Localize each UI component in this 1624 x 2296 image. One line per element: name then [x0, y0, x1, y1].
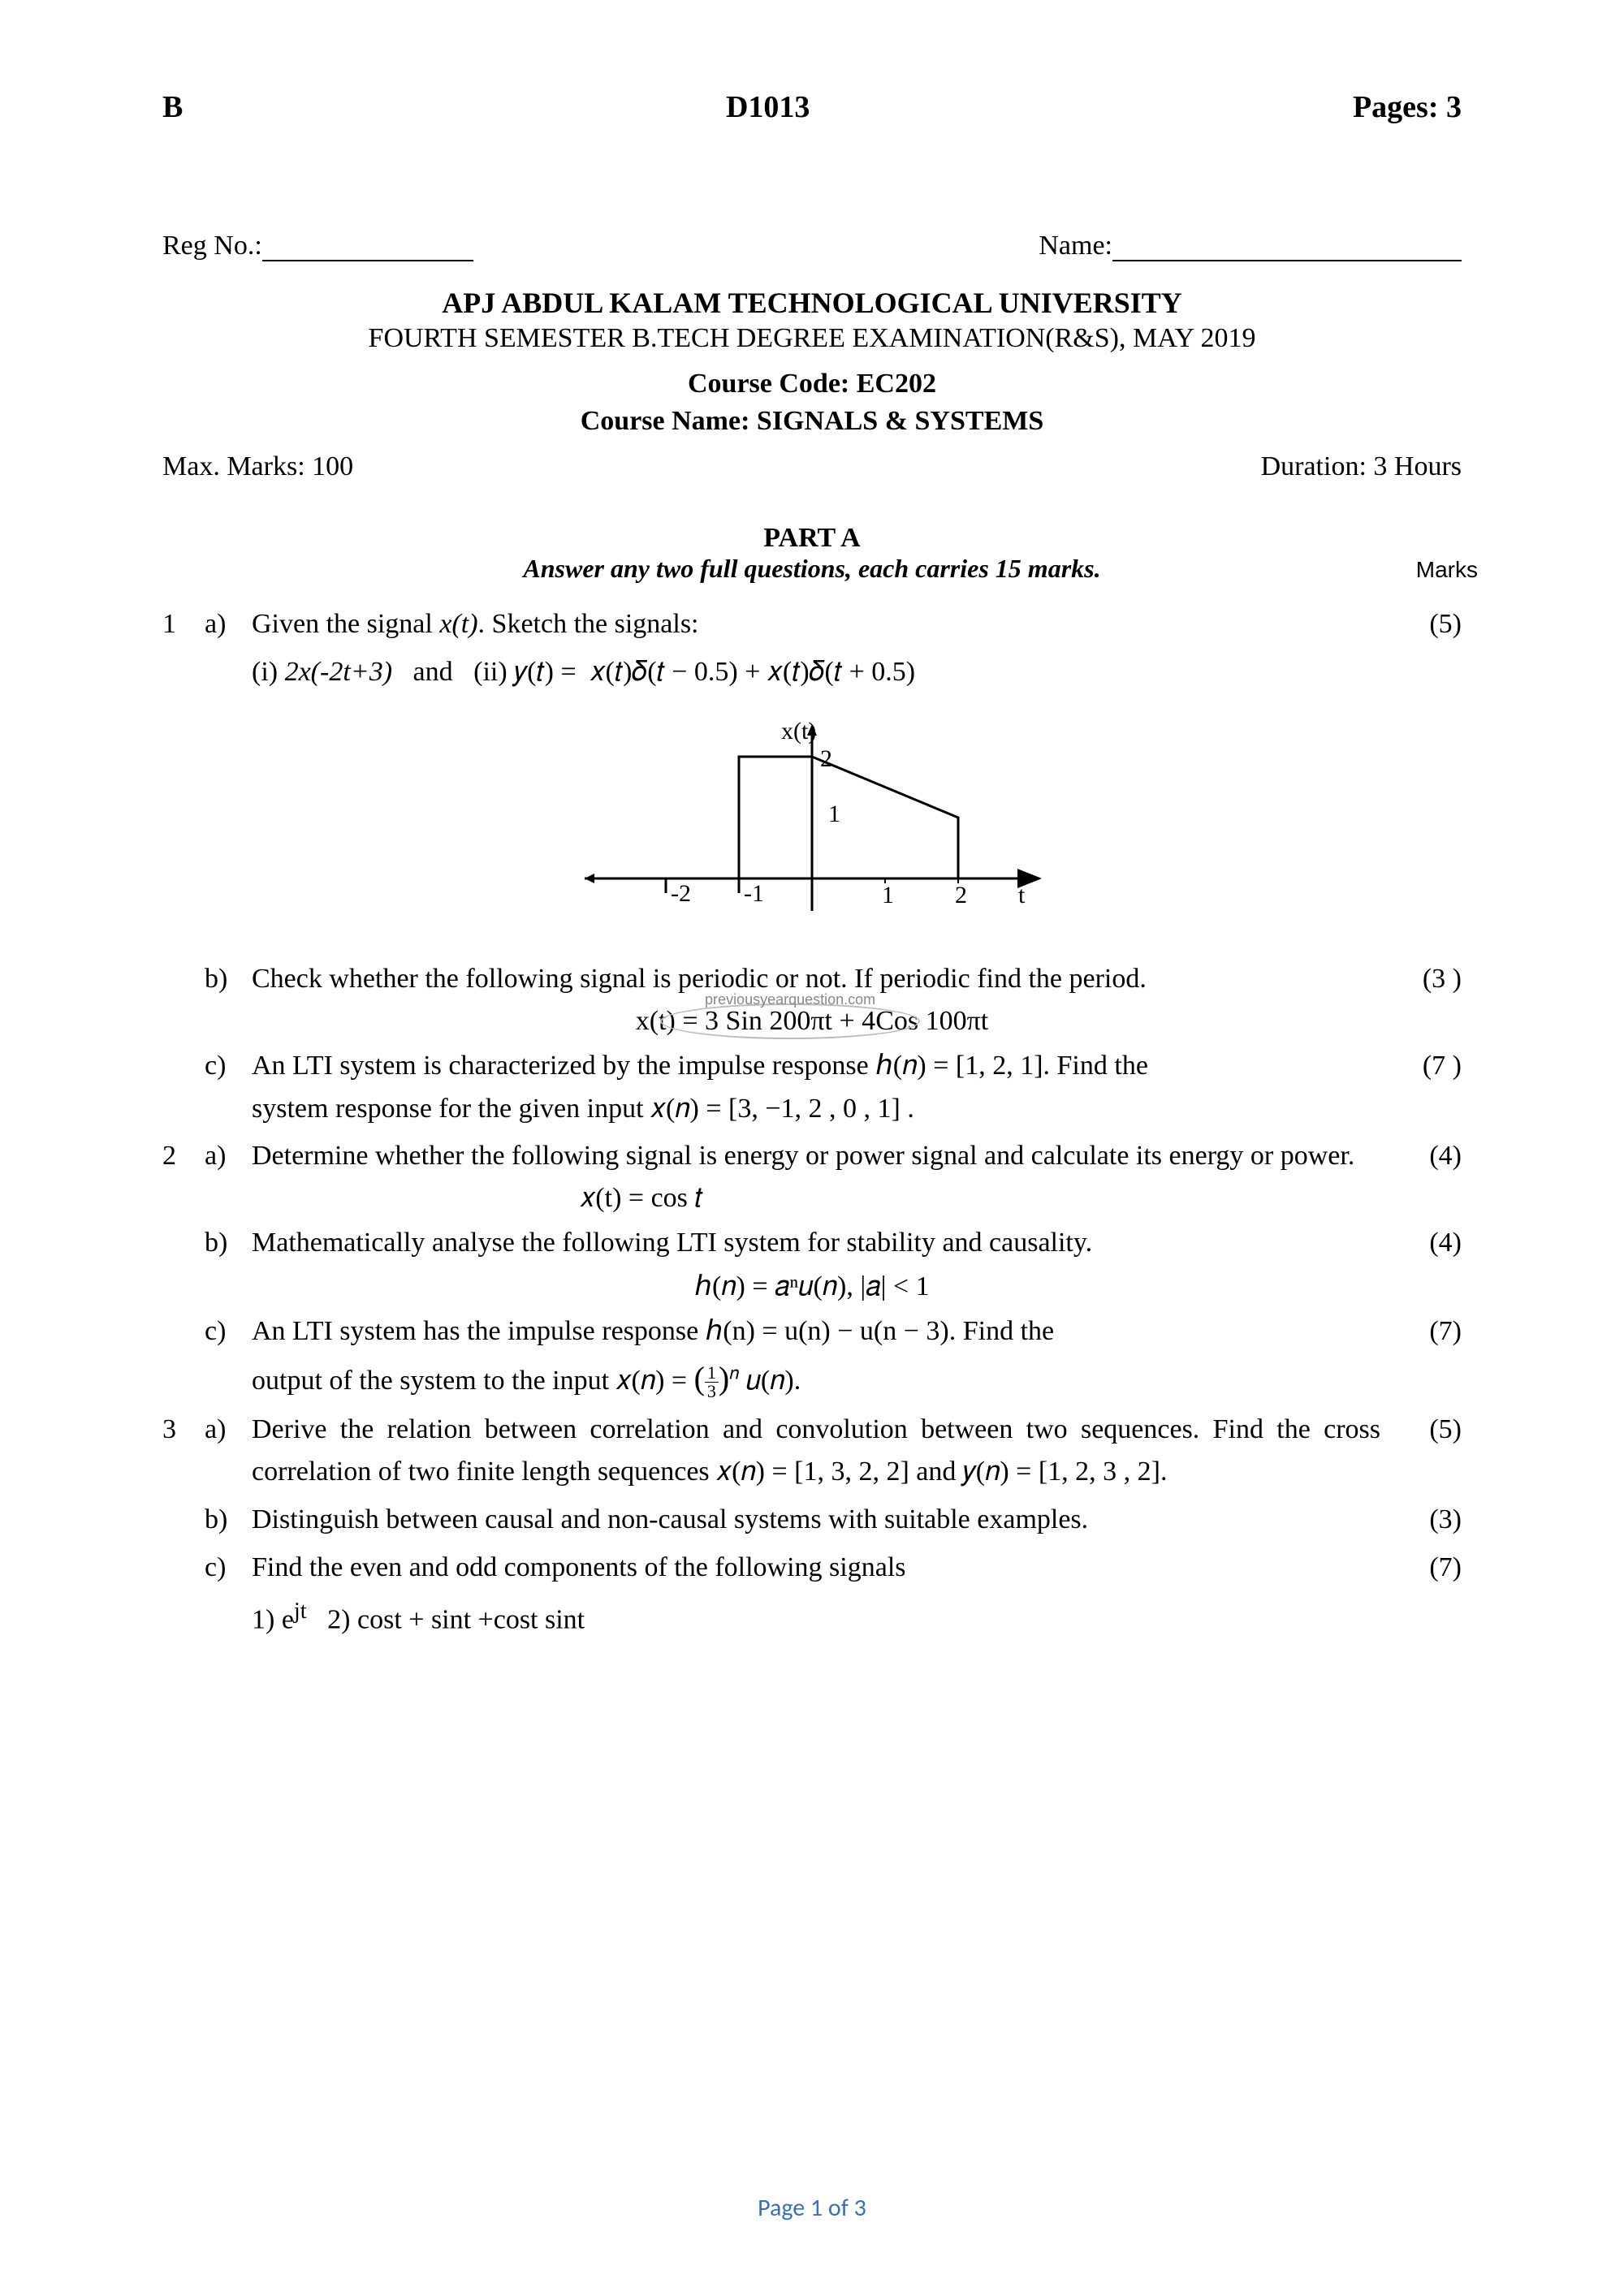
meta-row: Max. Marks: 100 Duration: 3 Hours	[162, 451, 1462, 482]
q3c-items: 1) ejt 2) cost + sint +cost sint	[252, 1594, 1397, 1642]
svg-text:x(t): x(t)	[781, 718, 816, 744]
signal-plot-svg: x(t) 2 1 -2 -1 1 2 t	[560, 708, 1064, 935]
svg-text:-2: -2	[671, 880, 691, 907]
q2-number: 2	[162, 1135, 205, 1178]
svg-text:-1: -1	[744, 880, 764, 907]
name-blank	[1112, 260, 1462, 261]
name-label: Name:	[1039, 231, 1462, 261]
page-footer: Page 1 of 3	[0, 2193, 1624, 2223]
q3b-text: Distinguish between causal and non-causa…	[252, 1499, 1397, 1542]
q3c-row: c) Find the even and odd components of t…	[162, 1547, 1462, 1590]
q2c-row: c) An LTI system has the impulse respons…	[162, 1310, 1462, 1404]
q1a-graph: x(t) 2 1 -2 -1 1 2 t	[162, 708, 1462, 935]
q3a-sub: a)	[205, 1409, 252, 1494]
q2b-row: b) Mathematically analyse the following …	[162, 1222, 1462, 1265]
course-code: Course Code: EC202	[162, 369, 1462, 399]
marks-header: Marks	[1416, 557, 1478, 583]
q2a-row: 2 a) Determine whether the following sig…	[162, 1135, 1462, 1178]
q2b-sub: b)	[205, 1222, 252, 1265]
reg-name-row: Reg No.: Name:	[162, 231, 1462, 261]
svg-text:2: 2	[820, 745, 832, 772]
q2a-eq: 𝑥(t) = cos 𝑡	[162, 1183, 1462, 1214]
university-title: APJ ABDUL KALAM TECHNOLOGICAL UNIVERSITY	[162, 286, 1462, 320]
header-right: Pages: 3	[1353, 89, 1462, 125]
q2b-text: Mathematically analyse the following LTI…	[252, 1222, 1397, 1265]
q1a-row: 1 a) Given the signal x(t). Sketch the s…	[162, 603, 1462, 646]
reg-no-blank	[262, 260, 473, 261]
q1b-marks: (3 )	[1397, 958, 1462, 1001]
q1a-sub: a)	[205, 603, 252, 646]
q1-number: 1	[162, 603, 205, 646]
q1c-text: An LTI system is characterized by the im…	[252, 1045, 1397, 1130]
svg-text:1: 1	[882, 882, 894, 908]
q2a-sub: a)	[205, 1135, 252, 1178]
q2a-marks: (4)	[1397, 1135, 1462, 1178]
q1b-eq: x(t) = previousyearquestion.com3 Sin 200…	[162, 1006, 1462, 1037]
exam-title: FOURTH SEMESTER B.TECH DEGREE EXAMINATIO…	[162, 323, 1462, 354]
svg-text:t: t	[1018, 882, 1026, 908]
q3b-sub: b)	[205, 1499, 252, 1542]
q3b-marks: (3)	[1397, 1499, 1462, 1542]
watermark-wrap: previousyearquestion.com3 Sin 200πt + 4	[705, 1006, 875, 1037]
header-center: D1013	[726, 89, 810, 125]
q2c-sub: c)	[205, 1310, 252, 1404]
q2a-text: Determine whether the following signal i…	[252, 1135, 1397, 1178]
q1c-marks: (7 )	[1397, 1045, 1462, 1130]
svg-text:2: 2	[955, 882, 967, 908]
q2c-marks: (7)	[1397, 1310, 1462, 1404]
q3c-marks: (7)	[1397, 1547, 1462, 1590]
svg-text:1: 1	[828, 801, 840, 827]
part-a-subtitle: Answer any two full questions, each carr…	[162, 554, 1462, 584]
max-marks: Max. Marks: 100	[162, 451, 353, 482]
q3a-text: Derive the relation between correlation …	[252, 1409, 1397, 1494]
q3a-marks: (5)	[1397, 1409, 1462, 1494]
header-left: B	[162, 89, 183, 125]
q3c-sub: c)	[205, 1547, 252, 1590]
duration: Duration: 3 Hours	[1261, 451, 1462, 482]
q3-number: 3	[162, 1409, 205, 1494]
part-a-title: PART A	[162, 523, 1462, 554]
page-header: B D1013 Pages: 3	[162, 89, 1462, 125]
q1a-marks: (5)	[1397, 603, 1462, 646]
q3c-text: Find the even and odd components of the …	[252, 1547, 1397, 1590]
q3b-row: b) Distinguish between causal and non-ca…	[162, 1499, 1462, 1542]
q1a-text: Given the signal x(t). Sketch the signal…	[252, 603, 1397, 646]
reg-no-label: Reg No.:	[162, 231, 473, 261]
course-name: Course Name: SIGNALS & SYSTEMS	[162, 406, 1462, 437]
q3c-items-row: 1) ejt 2) cost + sint +cost sint	[162, 1594, 1462, 1642]
q2b-eq: ℎ(𝑛) = 𝑎ⁿ𝑢(𝑛), |𝑎| < 1	[162, 1270, 1462, 1302]
q1c-sub: c)	[205, 1045, 252, 1130]
q1a-eq-row: (i) 2x(-2t+3) and (ii) 𝑦(𝑡) = 𝑥(𝑡)𝛿(𝑡 − …	[162, 651, 1462, 694]
q1b-sub: b)	[205, 958, 252, 1001]
q1c-row: c) An LTI system is characterized by the…	[162, 1045, 1462, 1130]
q2b-marks: (4)	[1397, 1222, 1462, 1265]
watermark-text: previousyearquestion.com	[705, 991, 875, 1008]
q3a-row: 3 a) Derive the relation between correla…	[162, 1409, 1462, 1494]
q2c-text: An LTI system has the impulse response ℎ…	[252, 1310, 1397, 1404]
q1a-eq: (i) 2x(-2t+3) and (ii) 𝑦(𝑡) = 𝑥(𝑡)𝛿(𝑡 − …	[252, 651, 1397, 694]
